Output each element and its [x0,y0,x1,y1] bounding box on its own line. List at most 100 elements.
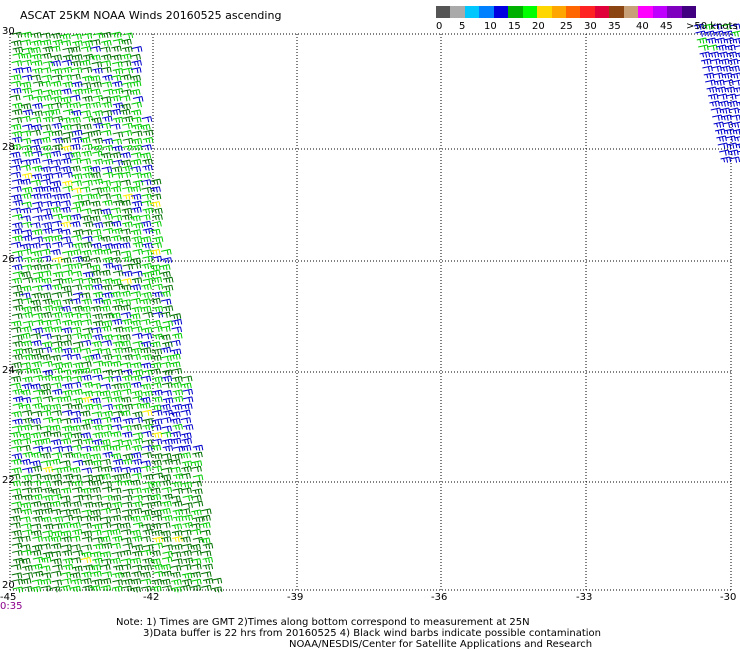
wind-barb [192,488,203,495]
wind-barb [62,563,74,571]
wind-barb [80,45,92,53]
wind-barb [20,137,32,145]
wind-barb [160,403,171,411]
wind-barb [122,326,133,333]
lat-label: 30 [2,26,15,37]
wind-barb [49,487,61,495]
colorbar-segment [609,6,625,18]
wind-barb [20,164,31,171]
wind-barb [20,285,32,292]
wind-barb [161,375,173,382]
wind-barb [132,544,144,551]
wind-barb [61,425,73,432]
wind-barb [100,193,111,200]
wind-barb [142,242,153,249]
wind-barb [131,487,142,494]
wind-barb [61,578,72,585]
wind-barb [21,529,33,536]
wind-barb [21,523,32,530]
wind-barb [12,102,23,109]
wind-barb [111,193,122,200]
wind-barb [82,131,93,138]
wind-barb [101,166,113,173]
wind-barb [140,460,151,467]
wind-barb [725,93,737,100]
wind-barb [70,123,82,130]
wind-barb [102,213,113,221]
wind-barb [40,152,52,159]
wind-barb [162,493,173,500]
wind-barb [120,549,132,556]
wind-barb [42,89,53,96]
wind-barb [110,235,122,242]
wind-barb [12,586,24,593]
wind-barb [30,129,41,136]
wind-barb [60,39,72,47]
wind-barb [142,390,153,397]
wind-barb [89,75,101,82]
wind-barb [130,53,141,61]
wind-barb [79,367,91,374]
wind-barb [92,424,103,431]
wind-barb [11,368,23,375]
wind-barb [180,564,192,571]
wind-barb [70,109,82,117]
wind-barb [702,23,714,30]
wind-barb [82,327,94,334]
wind-barb [112,369,123,376]
wind-barb [51,340,63,347]
wind-barb [131,362,142,369]
wind-barb [160,325,171,332]
wind-barb [61,347,73,354]
wind-barb [92,313,103,320]
wind-barb [80,432,92,439]
wind-barb [190,523,201,530]
wind-barb [130,353,141,361]
wind-barb [170,495,181,502]
wind-barb [72,480,83,487]
wind-barb [30,523,42,530]
wind-barb [160,563,172,571]
wind-barb [81,75,93,82]
wind-barb [152,291,163,298]
wind-barb [171,318,183,326]
wind-barb [729,65,740,72]
wind-barb [50,586,61,593]
wind-barb [101,81,112,88]
wind-barb [201,571,212,578]
wind-barb [112,199,124,207]
wind-barb [170,411,181,418]
wind-barb [70,466,81,474]
wind-barb [162,458,173,465]
wind-barb [91,465,103,473]
wind-barb [79,255,91,263]
wind-barb [12,52,24,59]
wind-barb [130,452,142,459]
wind-barb [61,145,72,152]
wind-barb [111,304,123,311]
wind-barb [20,215,32,222]
wind-barb [122,578,133,585]
wind-barb [170,571,181,578]
wind-barb [201,584,212,592]
wind-barb [111,501,123,508]
wind-barb [51,291,63,299]
wind-barb [69,94,81,101]
wind-barb [71,136,83,143]
wind-barb [121,458,133,465]
wind-barb [181,572,193,579]
wind-barbs [9,23,740,593]
wind-barb [71,515,83,522]
wind-barb [12,67,24,74]
wind-barb [40,166,52,173]
wind-barb [42,326,53,333]
wind-barb [170,586,182,593]
wind-barb [132,248,144,255]
wind-barb [22,376,33,383]
wind-barb [21,409,33,417]
wind-barb [180,452,192,459]
wind-barb [131,402,142,410]
wind-barb [32,556,44,563]
wind-barb [131,423,142,431]
wind-barb [100,473,111,480]
